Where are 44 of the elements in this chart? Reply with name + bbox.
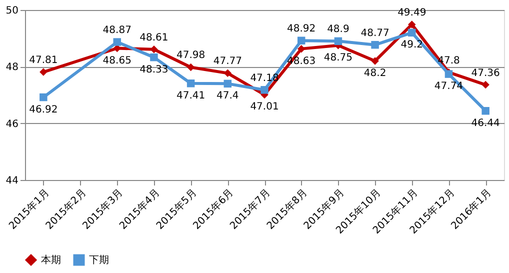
point: [40, 93, 48, 102]
data-label: 46.44: [471, 118, 500, 129]
legend-label: 下期: [89, 254, 109, 266]
data-label: 47.81: [29, 55, 58, 66]
y-tick-label: 46: [6, 118, 18, 130]
y-tick-label: 44: [6, 176, 18, 186]
point: [482, 106, 490, 115]
point: [260, 86, 268, 94]
data-label: 48.9: [327, 24, 350, 36]
data-label: 47.36: [471, 68, 500, 79]
data-label: 48.87: [102, 25, 132, 36]
point: [40, 68, 48, 76]
point: [297, 36, 306, 44]
data-label: 48.75: [324, 52, 353, 64]
data-label: 48.77: [360, 28, 390, 39]
point: [113, 38, 121, 46]
data-label: 46.92: [29, 104, 58, 116]
data-label: 47.98: [176, 50, 206, 62]
point: [150, 46, 158, 54]
point: [150, 53, 158, 62]
data-label: 48.92: [287, 24, 316, 35]
data-label: 48.65: [102, 55, 132, 66]
data-label: 47.41: [176, 90, 206, 102]
point: [482, 80, 490, 89]
y-tick-label: 48: [6, 62, 18, 74]
data-label: 48.2: [364, 68, 386, 79]
point: [371, 40, 379, 49]
data-label: 47.4: [216, 90, 239, 102]
point: [224, 80, 232, 88]
legend-label: 本期: [41, 254, 61, 266]
point: [224, 69, 232, 78]
point: [186, 63, 195, 72]
data-label: 49.49: [398, 7, 426, 18]
data-label: 48.33: [140, 64, 168, 76]
point: [408, 28, 416, 37]
point: [334, 37, 342, 46]
data-label: 48.61: [140, 32, 168, 44]
point: [186, 80, 195, 88]
data-label: 47.01: [250, 102, 279, 113]
point: [371, 57, 379, 65]
data-label: 49.2: [400, 40, 424, 51]
data-label: 47.77: [213, 56, 242, 68]
y-tick-label: 50: [6, 6, 18, 16]
point: [408, 20, 416, 28]
